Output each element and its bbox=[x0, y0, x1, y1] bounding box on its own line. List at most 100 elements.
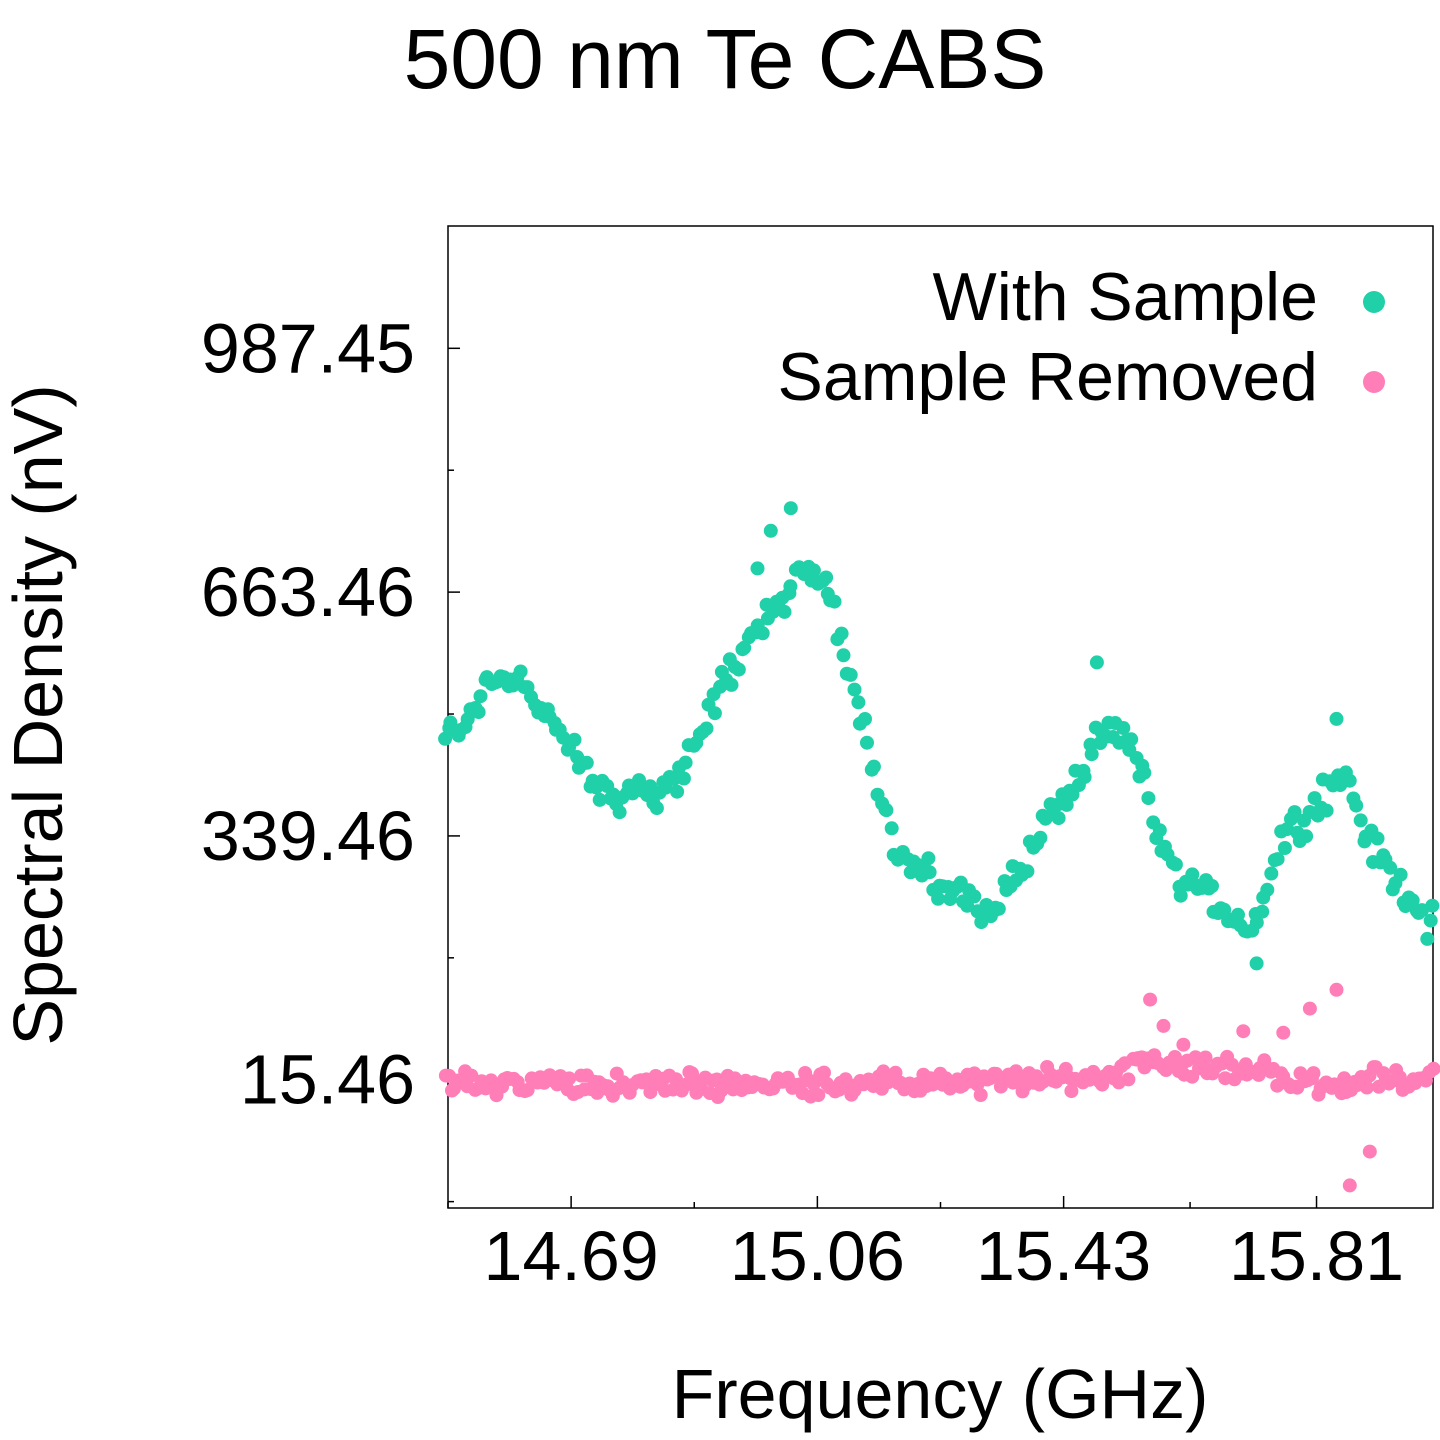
series-with-sample bbox=[438, 501, 1440, 971]
with-sample-point bbox=[1249, 956, 1264, 971]
legend-marker-with-sample bbox=[1363, 291, 1385, 313]
with-sample-point bbox=[1342, 773, 1357, 788]
with-sample-point bbox=[1217, 902, 1232, 917]
sample-removed-point bbox=[1064, 1084, 1079, 1099]
with-sample-point bbox=[1393, 867, 1408, 882]
x-axis-label: Frequency (GHz) bbox=[672, 1355, 1209, 1433]
with-sample-point bbox=[836, 648, 851, 663]
with-sample-point bbox=[1277, 841, 1292, 855]
with-sample-point bbox=[666, 772, 681, 786]
with-sample-point bbox=[1051, 811, 1066, 826]
with-sample-point bbox=[843, 667, 858, 682]
with-sample-point bbox=[1020, 864, 1035, 879]
sample-removed-point bbox=[1359, 1080, 1374, 1095]
with-sample-point bbox=[1231, 907, 1245, 922]
with-sample-point bbox=[1152, 823, 1167, 838]
with-sample-point bbox=[921, 851, 936, 866]
with-sample-point bbox=[967, 889, 982, 904]
with-sample-point bbox=[731, 662, 746, 677]
x-tick-label: 14.69 bbox=[484, 1217, 659, 1295]
with-sample-point bbox=[1319, 803, 1334, 818]
with-sample-point bbox=[851, 695, 866, 710]
with-sample-point bbox=[783, 579, 798, 594]
with-sample-point bbox=[1116, 721, 1131, 735]
with-sample-point bbox=[678, 755, 693, 770]
with-sample-point bbox=[922, 865, 937, 880]
with-sample-point bbox=[1260, 882, 1275, 897]
with-sample-point bbox=[1405, 893, 1420, 908]
with-sample-point bbox=[579, 755, 594, 770]
with-sample-point bbox=[676, 771, 691, 786]
sample-removed-point bbox=[1121, 1072, 1136, 1087]
sample-removed-point bbox=[1342, 1178, 1357, 1193]
with-sample-point bbox=[763, 523, 778, 538]
sample-removed-point bbox=[1306, 1066, 1321, 1081]
sample-removed-point bbox=[1156, 1018, 1171, 1033]
with-sample-point bbox=[1173, 888, 1188, 903]
x-axis-ticks bbox=[447, 1196, 1318, 1208]
sample-removed-point bbox=[1276, 1025, 1291, 1040]
with-sample-point bbox=[592, 792, 607, 807]
with-sample-point bbox=[473, 689, 488, 704]
y-axis-tick-labels: 15.46 339.46 663.46 987.45 bbox=[201, 309, 415, 1118]
with-sample-point bbox=[806, 563, 821, 578]
with-sample-point bbox=[1420, 931, 1435, 946]
with-sample-point bbox=[1383, 860, 1398, 875]
sample-removed-point bbox=[811, 1088, 826, 1102]
sample-removed-point bbox=[1426, 1061, 1440, 1076]
x-tick-label: 15.06 bbox=[730, 1217, 905, 1295]
with-sample-point bbox=[1249, 915, 1264, 930]
y-tick-label: 987.45 bbox=[201, 309, 415, 387]
with-sample-point bbox=[1270, 852, 1285, 867]
with-sample-point bbox=[750, 561, 765, 576]
chart-title: 500 nm Te CABS bbox=[404, 12, 1047, 106]
sample-removed-point bbox=[1176, 1037, 1191, 1052]
legend: With Sample Sample Removed bbox=[778, 259, 1385, 415]
with-sample-point bbox=[1124, 732, 1139, 747]
with-sample-point bbox=[707, 706, 722, 721]
with-sample-point bbox=[879, 803, 894, 818]
legend-label-sample-removed: Sample Removed bbox=[778, 339, 1318, 415]
y-tick-label: 15.46 bbox=[240, 1041, 415, 1119]
with-sample-point bbox=[858, 712, 872, 726]
with-sample-point bbox=[699, 721, 714, 736]
with-sample-point bbox=[1084, 747, 1099, 762]
sample-removed-point bbox=[1143, 992, 1158, 1007]
legend-marker-sample-removed bbox=[1363, 371, 1385, 393]
with-sample-point bbox=[1370, 831, 1385, 846]
with-sample-point bbox=[1141, 791, 1156, 806]
y-axis-label: Spectral Density (nV) bbox=[0, 384, 77, 1045]
sample-removed-point bbox=[973, 1088, 988, 1102]
sample-removed-point bbox=[464, 1068, 479, 1083]
with-sample-point bbox=[612, 805, 627, 820]
y-tick-label: 339.46 bbox=[201, 797, 415, 875]
x-tick-label: 15.43 bbox=[976, 1217, 1151, 1295]
with-sample-point bbox=[1264, 866, 1279, 881]
sample-removed-point bbox=[709, 1072, 724, 1087]
with-sample-point bbox=[513, 664, 528, 679]
with-sample-point bbox=[1425, 898, 1440, 913]
with-sample-point bbox=[819, 570, 834, 585]
y-tick-label: 663.46 bbox=[201, 553, 415, 631]
sample-removed-point bbox=[562, 1071, 577, 1086]
with-sample-point bbox=[834, 626, 849, 641]
with-sample-point bbox=[866, 759, 881, 774]
with-sample-point bbox=[1205, 879, 1219, 893]
sample-removed-point bbox=[1236, 1024, 1251, 1039]
sample-removed-point bbox=[817, 1065, 831, 1080]
with-sample-point bbox=[1033, 830, 1048, 845]
with-sample-point bbox=[1353, 813, 1368, 828]
with-sample-point bbox=[471, 705, 486, 720]
with-sample-point bbox=[1059, 797, 1074, 812]
series-points bbox=[438, 501, 1440, 1193]
with-sample-point bbox=[670, 784, 685, 799]
sample-removed-point bbox=[1337, 1071, 1352, 1086]
x-tick-label: 15.81 bbox=[1229, 1217, 1404, 1295]
sample-removed-point bbox=[679, 1077, 694, 1092]
sample-removed-point bbox=[1198, 1050, 1213, 1065]
with-sample-point bbox=[1077, 770, 1092, 785]
with-sample-point bbox=[1299, 829, 1314, 844]
with-sample-point bbox=[860, 735, 874, 750]
with-sample-point bbox=[1329, 711, 1344, 726]
